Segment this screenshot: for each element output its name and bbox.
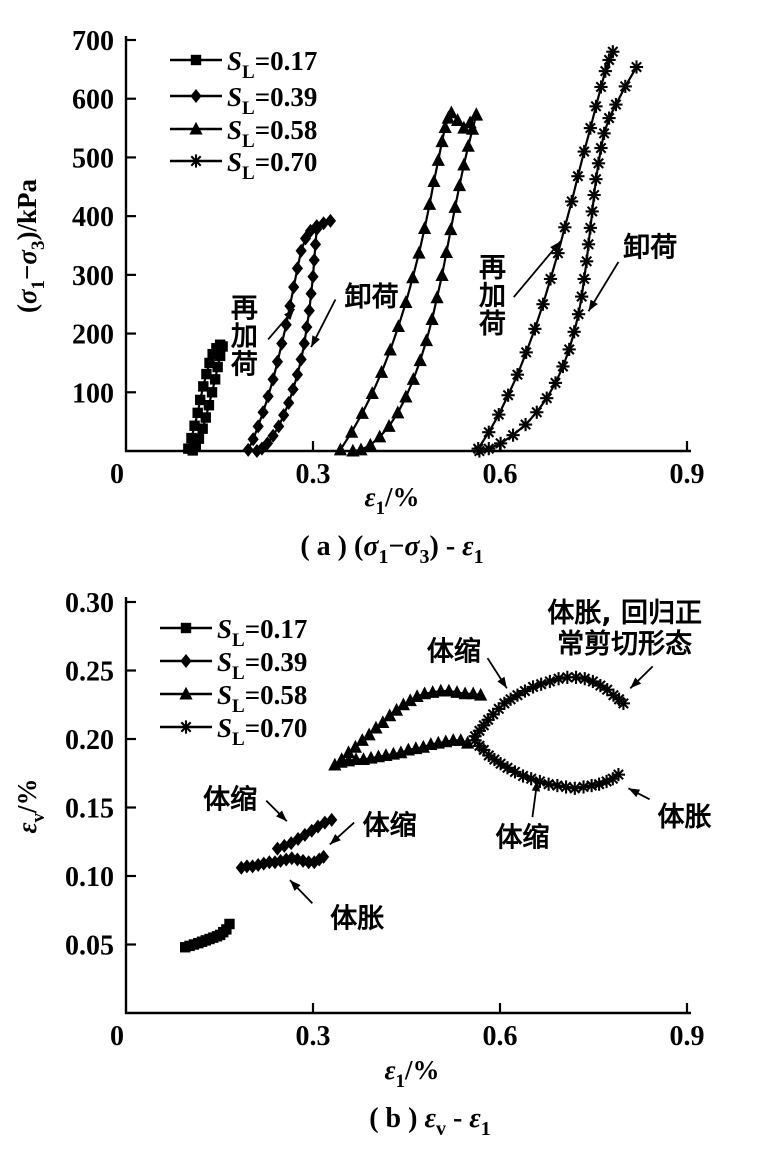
y-tick-label: 500 [72,143,114,174]
chart-b-series-sl-0-70 [468,670,631,795]
chart-b-annotation-dilation-star: 体胀 [627,787,712,833]
annotation-text: 加 [231,321,258,352]
legend-label: SL=0.17 [217,614,307,651]
x-tick-label: 0 [110,459,124,490]
y-tick-label: 0.05 [65,931,114,962]
y-axis-title: εv/% [12,778,49,833]
y-tick-label: 300 [72,261,114,292]
x-tick-label: 0 [110,1021,124,1052]
y-tick-label: 0.25 [65,657,114,688]
annotation-text: 体缩 [495,822,549,854]
legend-label: SL=0.70 [217,713,307,750]
chart-b-axes: 0.05 0.10 0.15 0.20 0.25 0.30 0 0.3 0.6 0.9 [65,588,705,1052]
chart-b-annotation-contraction-star-lower: 体缩 [495,779,549,854]
chart-a-caption: ( a ) (σ1−σ3) - ε1 [300,531,483,568]
annotation-text: 体缩 [427,635,481,667]
annotation-text: 再 [231,293,258,324]
annotation-text: 加 [479,281,506,312]
x-axis-title: ε1/% [364,482,419,519]
y-tick-label: 400 [72,202,114,233]
legend-item-square: SL=0.17 [160,614,307,651]
annotation-text: 体胀, 回归正 [547,598,702,629]
chart-a-series-sl-0-17 [183,339,228,456]
x-tick-label: 0.6 [483,459,518,490]
chart-a-series-sl-0-58 [333,105,483,457]
legend-label: SL=0.17 [227,46,317,83]
y-tick-label: 200 [72,320,114,351]
annotation-text: 体缩 [363,809,417,841]
legend-label: SL=0.39 [217,647,307,684]
annotation-text: 荷 [231,349,258,380]
x-tick-label: 0.9 [670,459,705,490]
chart-a-annotation-unload-diamond: 卸荷 [310,281,399,348]
y-tick-label: 100 [72,378,114,409]
chart-b-series-sl-0-58 [328,683,488,771]
chart-b-annotation-contraction-diamond-right: 体缩 [329,809,417,846]
y-axis-title: (σ1−σ3)/kPa [12,178,49,313]
annotation-text: 卸荷 [623,231,677,263]
y-tick-label: 0.15 [65,794,114,825]
x-tick-label: 0.3 [296,459,331,490]
annotation-text: 再 [479,253,506,284]
y-tick-label: 0.10 [65,862,114,893]
x-tick-label: 0.9 [670,1021,705,1052]
legend-item-triangle: SL=0.58 [160,680,307,717]
chart-b-series-sl-0-39 [235,812,338,875]
legend-label: SL=0.58 [227,115,317,152]
y-tick-label: 600 [72,85,114,116]
legend-item-triangle: SL=0.58 [170,115,317,152]
chart-b-series-sl-0-17 [180,918,235,953]
x-tick-label: 0.3 [296,1021,331,1052]
y-tick-label: 0.20 [65,725,114,756]
legend-item-square: SL=0.17 [170,46,317,83]
annotation-text: 体缩 [203,783,257,815]
y-tick-label: 700 [72,26,114,57]
x-axis-title: ε1/% [384,1055,439,1092]
legend-label: SL=0.70 [227,147,317,184]
chart-b-annotation-contraction-diamond-left: 体缩 [203,783,288,822]
chart-a-axes: 100 200 300 400 500 600 700 0 0.3 0.6 0.9 [72,26,705,490]
chart-a-series-sl-0-70 [471,45,644,458]
annotation-text: 荷 [479,309,506,340]
legend-item-star: SL=0.70 [170,147,317,184]
legend-label: SL=0.58 [217,680,307,717]
y-tick-label: 0.30 [65,588,114,619]
x-tick-label: 0.6 [483,1021,518,1052]
legend-label: SL=0.39 [227,82,317,119]
chart-a-annotation-unload-star: 卸荷 [587,231,677,312]
legend-item-diamond: SL=0.39 [160,647,307,684]
chart-b-annotation-contraction-star-upper: 体缩 [427,635,508,689]
annotation-text: 体胀 [330,903,384,934]
chart-a-annotation-reload-star: 再加荷 [479,240,562,340]
legend-item-diamond: SL=0.39 [170,82,317,119]
chart-a: 100 200 300 400 500 600 700 0 0.3 0.6 0.9 (σ1−σ3)/k… [12,26,705,568]
annotation-text: 常剪切形态 [557,628,692,660]
annotation-text: 卸荷 [345,281,399,313]
chart-b-caption: ( b ) εv - ε1 [369,1103,491,1140]
annotation-text: 体胀 [658,802,712,833]
chart-b-annotation-dilation-diamond: 体胀 [289,879,384,934]
chart-a-annotation-reload-diamond: 再加荷 [231,293,295,380]
legend-item-star: SL=0.70 [160,713,307,750]
chart-b: 0.05 0.10 0.15 0.20 0.25 0.30 0 0.3 0.6 0.9 εv/% ε1… [12,588,712,1140]
